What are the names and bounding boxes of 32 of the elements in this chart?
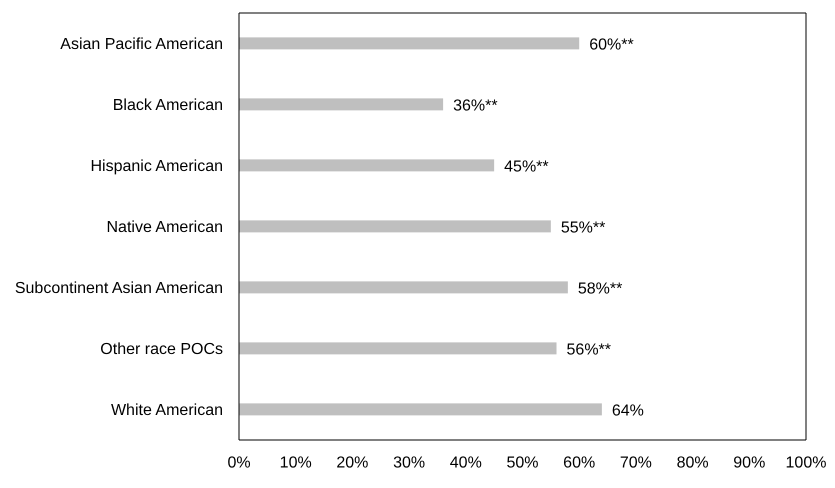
data-label: 58%** <box>578 280 622 298</box>
bar <box>239 342 557 354</box>
y-tick-label: Other race POCs <box>100 341 223 358</box>
data-label: 64% <box>612 402 644 420</box>
x-tick-label: 30% <box>393 454 426 472</box>
data-label: 60%** <box>589 36 634 54</box>
y-tick-label: Native American <box>106 219 223 236</box>
data-label: 56%** <box>566 341 612 358</box>
y-tick-label: Hispanic American <box>90 158 223 176</box>
x-tick-label: 60% <box>563 454 596 472</box>
bar <box>239 220 551 232</box>
x-tick-label: 80% <box>676 454 709 472</box>
data-label: 45%** <box>504 158 549 176</box>
x-tick-label: 50% <box>506 454 539 472</box>
x-tick-label: 0% <box>227 454 251 472</box>
bar <box>239 37 580 50</box>
x-tick-label: 90% <box>733 454 766 472</box>
data-label: 36%** <box>453 97 498 114</box>
x-tick-label: 40% <box>450 454 482 472</box>
bar <box>239 403 602 416</box>
y-tick-label: Black American <box>112 97 223 114</box>
bar <box>239 281 568 294</box>
data-label: 55%** <box>560 219 606 236</box>
x-tick-label: 70% <box>620 454 652 472</box>
bar <box>239 159 494 172</box>
x-tick-label: 20% <box>336 454 368 472</box>
x-tick-label: 10% <box>280 454 312 472</box>
x-tick-label: 100% <box>786 454 826 472</box>
y-tick-label: White American <box>110 402 223 420</box>
y-tick-label: Asian Pacific American <box>60 36 223 54</box>
y-tick-label: Subcontinent Asian American <box>14 280 223 298</box>
bar <box>239 98 444 110</box>
